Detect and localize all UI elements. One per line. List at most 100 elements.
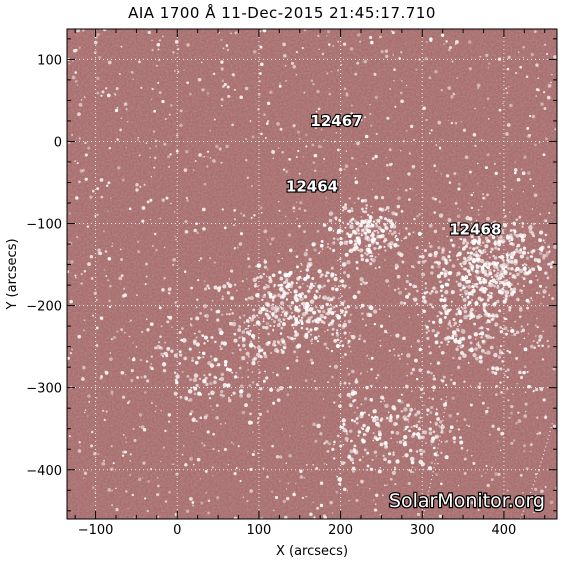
network-bright-point <box>90 277 94 280</box>
plage-bright-point <box>307 290 310 293</box>
network-bright-point <box>100 94 103 97</box>
plage-bright-point <box>249 296 254 301</box>
plage-bright-point <box>521 233 527 238</box>
network-bright-point <box>286 366 290 370</box>
plage-bright-point <box>434 412 439 416</box>
plage-bright-point <box>535 275 537 277</box>
plage-bright-point <box>160 325 163 328</box>
network-bright-point <box>94 35 98 39</box>
plage-bright-point <box>299 270 302 273</box>
plage-bright-point <box>470 298 474 302</box>
network-bright-point <box>155 405 158 408</box>
network-bright-point <box>348 499 351 502</box>
network-bright-point <box>156 493 160 497</box>
network-bright-point <box>339 342 341 344</box>
network-bright-point <box>383 457 387 462</box>
plage-bright-point <box>505 279 508 282</box>
network-bright-point <box>328 92 332 96</box>
network-bright-point <box>442 375 446 379</box>
plage-bright-point <box>360 257 365 262</box>
network-bright-point <box>531 208 534 210</box>
plage-bright-point <box>252 431 254 433</box>
network-bright-point <box>111 490 113 492</box>
network-bright-point <box>390 163 393 166</box>
plage-bright-point <box>415 432 421 437</box>
plage-bright-point <box>337 323 342 328</box>
plage-bright-point <box>351 469 355 473</box>
plage-bright-point <box>455 312 459 316</box>
plage-bright-point <box>469 385 472 387</box>
network-bright-point <box>530 52 534 57</box>
plage-bright-point <box>477 345 482 349</box>
network-bright-point <box>522 191 525 193</box>
plage-bright-point <box>474 347 478 351</box>
plage-bright-point <box>340 301 345 306</box>
network-bright-point <box>304 379 308 383</box>
network-bright-point <box>67 141 71 145</box>
network-bright-point <box>319 481 324 485</box>
network-bright-point <box>369 35 373 40</box>
network-bright-point <box>477 162 479 165</box>
plage-bright-point <box>354 239 358 243</box>
network-bright-point <box>336 333 340 337</box>
plage-bright-point <box>183 356 188 361</box>
network-bright-point <box>233 88 237 92</box>
plage-bright-point <box>395 414 400 419</box>
network-bright-point <box>349 350 352 353</box>
plage-bright-point <box>376 242 379 245</box>
network-bright-point <box>386 176 390 180</box>
network-bright-point <box>520 325 523 328</box>
plage-bright-point <box>374 421 380 427</box>
plage-bright-point <box>359 248 364 253</box>
network-bright-point <box>126 401 130 405</box>
plage-bright-point <box>373 309 378 314</box>
plage-bright-point <box>431 436 436 441</box>
plage-bright-point <box>432 286 436 290</box>
plage-bright-point <box>378 266 381 269</box>
plage-bright-point <box>376 231 380 234</box>
plage-bright-point <box>398 232 401 235</box>
network-bright-point <box>430 362 432 365</box>
network-bright-point <box>440 173 442 175</box>
network-bright-point <box>248 384 252 388</box>
network-bright-point <box>358 334 362 338</box>
plage-bright-point <box>519 254 524 259</box>
plage-bright-point <box>521 264 524 267</box>
network-bright-point <box>193 392 197 396</box>
plage-bright-point <box>390 219 393 222</box>
network-bright-point <box>525 256 530 260</box>
network-bright-point <box>418 213 421 216</box>
network-bright-point <box>530 451 532 453</box>
plage-bright-point <box>347 454 352 459</box>
plage-bright-point <box>389 414 393 417</box>
network-bright-point <box>249 489 254 493</box>
network-bright-point <box>479 389 481 392</box>
network-bright-point <box>218 147 222 151</box>
plage-bright-point <box>236 289 238 292</box>
network-bright-point <box>143 183 146 186</box>
network-bright-point <box>121 178 125 182</box>
plage-bright-point <box>299 296 304 302</box>
plage-bright-point <box>294 293 298 298</box>
network-bright-point <box>114 93 117 96</box>
plage-bright-point <box>310 283 312 286</box>
plage-bright-point <box>508 211 511 214</box>
network-bright-point <box>313 248 317 252</box>
plage-bright-point <box>193 341 196 343</box>
plage-bright-point <box>511 274 516 279</box>
network-bright-point <box>301 496 305 500</box>
network-bright-point <box>448 413 453 418</box>
network-bright-point <box>244 86 249 91</box>
plage-bright-point <box>466 295 470 299</box>
plage-bright-point <box>344 203 348 207</box>
network-bright-point <box>399 229 401 232</box>
plage-bright-point <box>384 403 389 408</box>
plage-bright-point <box>428 320 431 323</box>
network-bright-point <box>329 305 331 307</box>
plage-bright-point <box>410 390 413 393</box>
network-bright-point <box>292 64 297 69</box>
network-bright-point <box>207 156 209 158</box>
plage-bright-point <box>499 235 503 239</box>
network-bright-point <box>277 147 280 149</box>
network-bright-point <box>438 200 442 204</box>
